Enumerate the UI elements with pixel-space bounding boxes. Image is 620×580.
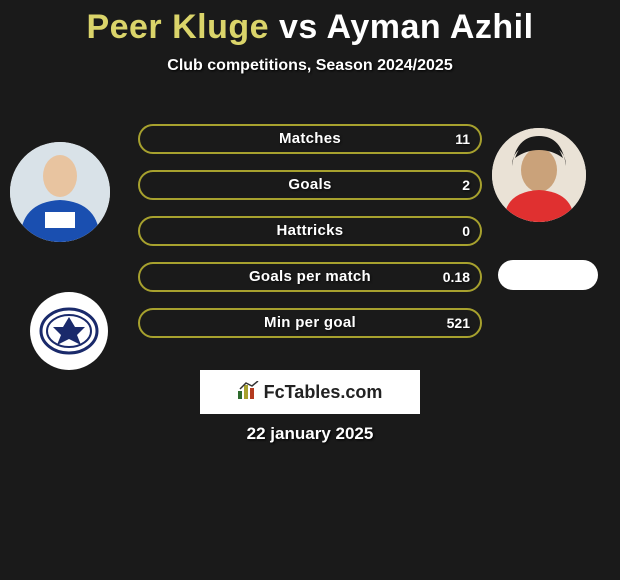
stat-label: Matches [140, 126, 480, 152]
stat-row-matches: Matches 11 [138, 124, 482, 154]
player2-photo [492, 128, 586, 222]
stat-label: Goals [140, 172, 480, 198]
stat-label: Min per goal [140, 310, 480, 336]
brand-text: FcTables.com [264, 382, 383, 403]
stat-row-goals: Goals 2 [138, 170, 482, 200]
stat-right-value: 11 [455, 126, 470, 152]
title-vs: vs [279, 8, 318, 46]
chart-icon [238, 381, 260, 404]
player1-club-logo [30, 292, 108, 370]
player1-photo [10, 142, 110, 242]
stat-label: Goals per match [140, 264, 480, 290]
stat-right-value: 0 [462, 218, 470, 244]
stat-right-value: 521 [447, 310, 470, 336]
stat-label: Hattricks [140, 218, 480, 244]
title-player2: Ayman Azhil [327, 8, 534, 46]
title-player1: Peer Kluge [86, 8, 269, 46]
stat-bars: Matches 11 Goals 2 Hattricks 0 Goals per… [138, 124, 482, 354]
stat-row-mpg: Min per goal 521 [138, 308, 482, 338]
stat-right-value: 2 [462, 172, 470, 198]
stat-right-value: 0.18 [443, 264, 470, 290]
subtitle: Club competitions, Season 2024/2025 [0, 57, 620, 75]
stat-row-gpm: Goals per match 0.18 [138, 262, 482, 292]
page-title: Peer Kluge vs Ayman Azhil [0, 0, 620, 47]
footer-date: 22 january 2025 [0, 424, 620, 444]
brand-badge[interactable]: FcTables.com [200, 370, 420, 414]
stat-row-hattricks: Hattricks 0 [138, 216, 482, 246]
player2-club-logo [498, 260, 598, 290]
